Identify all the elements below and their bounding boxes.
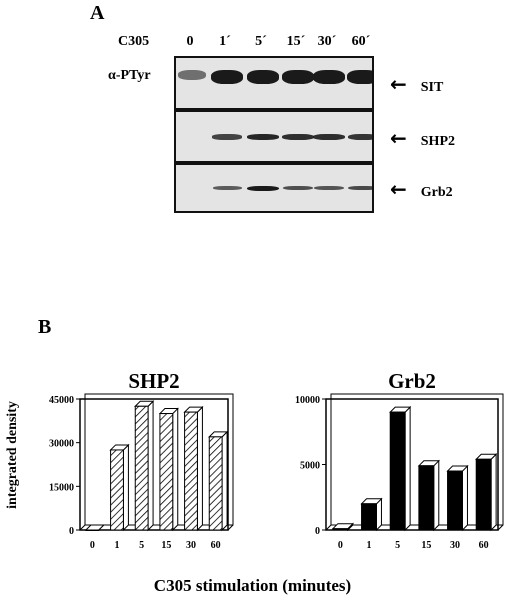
lane-label: 30´ bbox=[317, 34, 337, 49]
bar-side bbox=[122, 443, 129, 532]
x-tick-label: 0 bbox=[338, 540, 343, 551]
x-tick-label: 1 bbox=[115, 540, 120, 551]
y-tick-label: 5000 bbox=[300, 461, 320, 472]
chart-title: Grb2 bbox=[388, 369, 436, 393]
chart-back-frame bbox=[79, 393, 234, 531]
bar bbox=[475, 458, 492, 531]
blot-sit bbox=[174, 56, 374, 110]
x-tick-label: 1 bbox=[367, 540, 372, 551]
bar-side bbox=[433, 459, 440, 532]
bar bbox=[134, 405, 149, 531]
blot-band bbox=[313, 69, 345, 84]
arrow-text: SHP2 bbox=[420, 133, 455, 149]
x-axis-label: C305 stimulation (minutes) bbox=[153, 576, 352, 595]
bar bbox=[110, 449, 124, 531]
chart-back-frame bbox=[325, 393, 504, 531]
lane-label: 5´ bbox=[255, 34, 267, 49]
blot-band bbox=[177, 69, 207, 80]
bar bbox=[389, 411, 406, 531]
blot-shp2 bbox=[174, 110, 374, 163]
x-tick-label: 5 bbox=[139, 540, 144, 551]
blot-band bbox=[212, 185, 242, 190]
blot-band bbox=[211, 133, 243, 140]
lane-label: 60´ bbox=[351, 34, 371, 49]
bar-side bbox=[461, 464, 468, 532]
y-tick-label: 10000 bbox=[295, 395, 320, 406]
blot-band bbox=[283, 185, 313, 190]
lane-label: 15´ bbox=[286, 34, 306, 49]
blot-band bbox=[347, 133, 372, 140]
blot-grb2 bbox=[174, 163, 374, 213]
chart-plot-frame bbox=[79, 398, 229, 531]
bar bbox=[447, 470, 463, 531]
y-tick-label: 15000 bbox=[49, 482, 74, 493]
blot-band bbox=[247, 185, 279, 191]
blot-band bbox=[247, 69, 279, 84]
y-tick-label: 45000 bbox=[49, 395, 74, 406]
y-tick-label: 0 bbox=[69, 526, 74, 537]
bar-side bbox=[490, 453, 497, 532]
arrow-label-sit: ← SIT bbox=[390, 72, 443, 96]
x-tick-label: 15 bbox=[161, 540, 171, 551]
x-tick-label: 15 bbox=[421, 540, 431, 551]
x-tick-label: 30 bbox=[450, 540, 460, 551]
bar-side bbox=[147, 400, 154, 532]
y-tick-label: 30000 bbox=[49, 439, 74, 450]
bar bbox=[85, 529, 100, 531]
bar-side bbox=[172, 407, 179, 532]
blot-band bbox=[282, 69, 314, 84]
blot-band bbox=[282, 133, 314, 140]
bar bbox=[159, 413, 174, 531]
x-tick-label: 0 bbox=[90, 540, 95, 551]
arrow-icon: ← bbox=[390, 125, 407, 150]
chart-plot-frame bbox=[325, 398, 499, 531]
bar bbox=[208, 436, 223, 531]
blot-band bbox=[313, 133, 345, 140]
blot-band bbox=[314, 185, 344, 190]
arrow-icon: ← bbox=[390, 177, 407, 201]
x-tick-label: 5 bbox=[395, 540, 400, 551]
treatment-label: C305 bbox=[118, 34, 150, 49]
y-tick-label: 0 bbox=[315, 526, 320, 537]
lane-label: 1´ bbox=[219, 34, 231, 49]
bar-side bbox=[221, 430, 228, 532]
arrow-text: SIT bbox=[420, 80, 444, 95]
arrow-text: Grb2 bbox=[420, 185, 453, 200]
bar-side bbox=[196, 405, 203, 532]
chart-title: SHP2 bbox=[128, 369, 179, 393]
panel-a-letter: A bbox=[90, 2, 105, 24]
arrow-icon: ← bbox=[390, 72, 407, 96]
bar bbox=[361, 503, 377, 531]
blot-band bbox=[348, 185, 372, 191]
bar bbox=[332, 528, 349, 531]
arrow-label-shp2: ← SHP2 bbox=[390, 126, 455, 150]
blot-band bbox=[211, 69, 243, 84]
bar bbox=[184, 411, 198, 531]
x-tick-label: 60 bbox=[479, 540, 489, 551]
x-tick-label: 60 bbox=[211, 540, 221, 551]
bar-side bbox=[404, 405, 411, 532]
bar bbox=[418, 465, 435, 531]
x-tick-label: 30 bbox=[186, 540, 196, 551]
panel-b-letter: B bbox=[38, 316, 52, 338]
antibody-label: α-PTyr bbox=[108, 68, 151, 83]
blot-band bbox=[247, 133, 279, 141]
lane-label: 0 bbox=[186, 34, 194, 49]
arrow-label-grb2: ← Grb2 bbox=[390, 177, 453, 201]
blot-band bbox=[347, 69, 372, 84]
